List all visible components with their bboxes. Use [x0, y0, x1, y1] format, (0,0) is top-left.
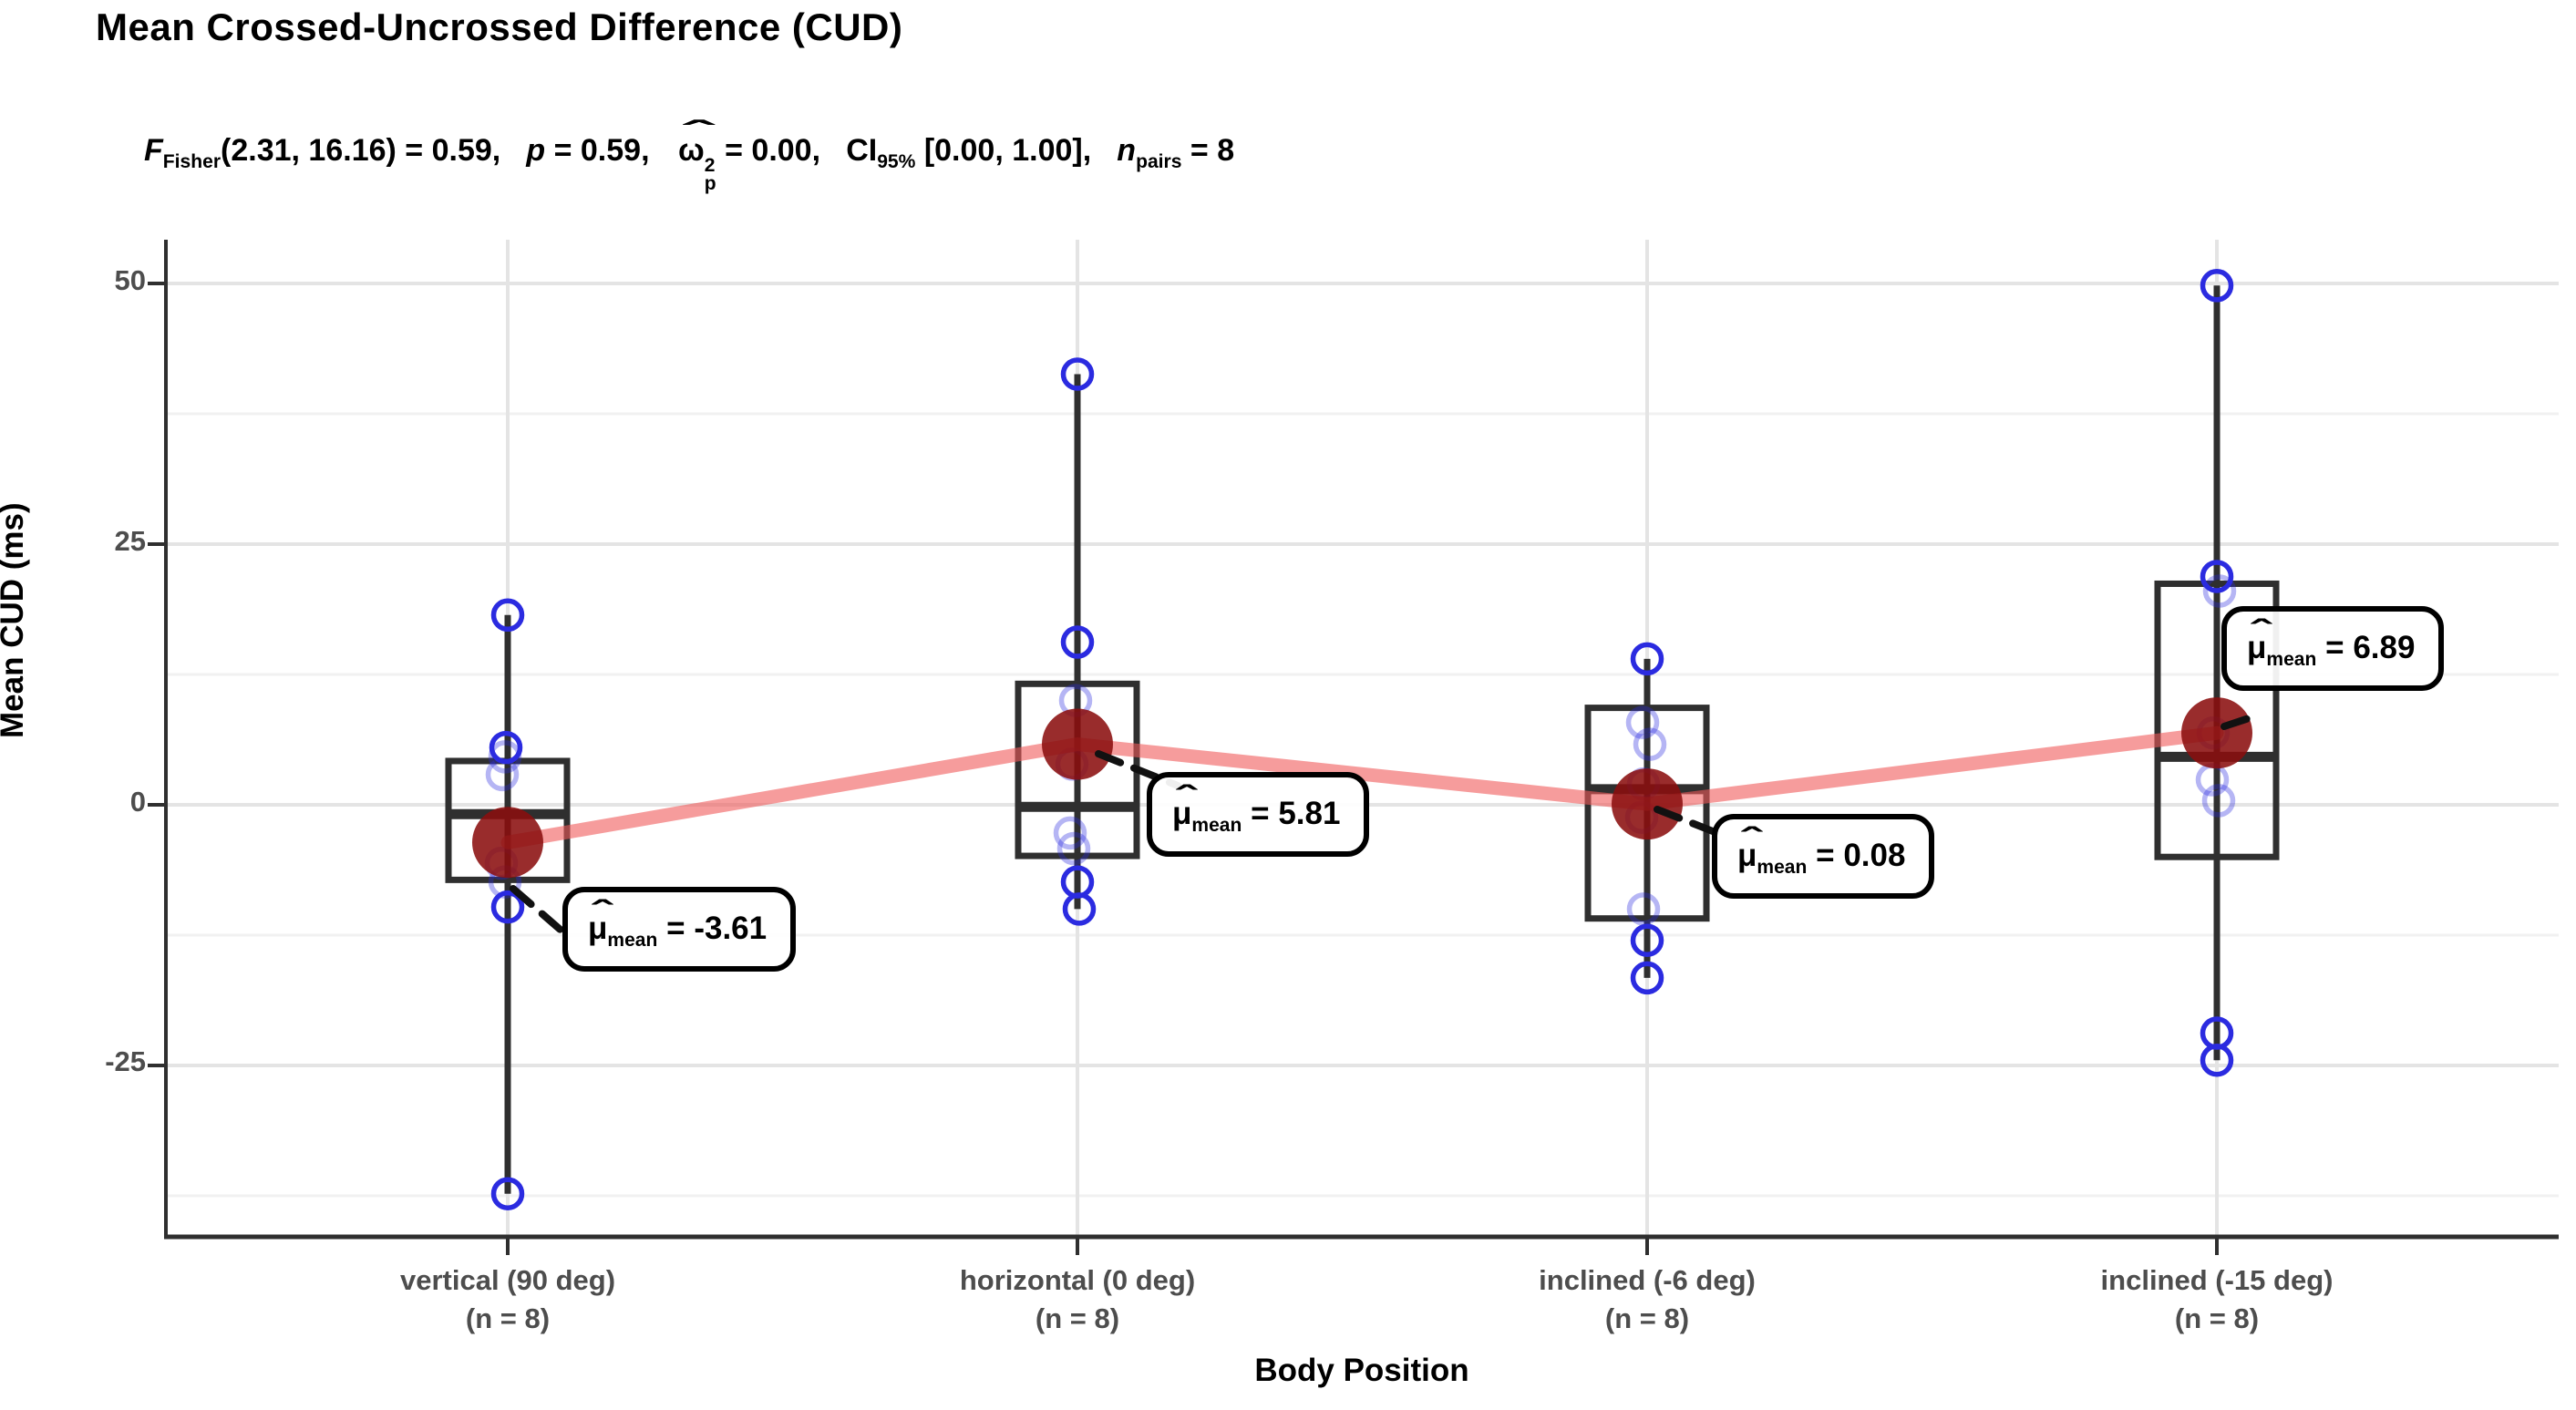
label-leader-line [1095, 750, 1181, 789]
data-point [1060, 357, 1095, 391]
y-tick-label-50: 50 [114, 264, 146, 296]
data-point [2200, 269, 2234, 303]
data-point [1630, 961, 1664, 995]
mean-value: 6.89 [2353, 630, 2416, 665]
data-point [1633, 727, 1667, 761]
mean-dot [472, 807, 543, 879]
y-tick-label-25: 25 [114, 525, 146, 557]
mean-trend-line [500, 726, 2224, 849]
mean-dot [2181, 697, 2252, 769]
data-point [490, 598, 525, 633]
x-tick-label-inclined-15: inclined (-15 deg) (n = 8) [2100, 1264, 2334, 1334]
x-tick-label-inclined-6: inclined (-6 deg) (n = 8) [1539, 1264, 1756, 1334]
x-tick-label-vertical: vertical (90 deg) (n = 8) [399, 1264, 616, 1334]
y-tick-label-0: 0 [129, 786, 146, 818]
label-leader-line [2221, 714, 2255, 730]
confidence-interval: CI95% [0.00, 1.00], [846, 133, 1092, 172]
data-point [490, 1177, 525, 1210]
mean-dot [1612, 768, 1683, 840]
data-point [1625, 705, 1660, 739]
label-leader-line [510, 885, 566, 935]
data-point [1053, 816, 1087, 850]
mean-label-group-1: ˆ μmean = -3.61 [562, 887, 797, 972]
data-point [490, 890, 525, 924]
data-point [1630, 642, 1664, 676]
n-pairs: npairs = 8 [1117, 133, 1235, 172]
data-point [488, 740, 522, 774]
label-leader-line [1654, 806, 1721, 837]
data-point [2201, 784, 2236, 818]
data-point [485, 757, 520, 792]
x-axis-title: Body Position [1254, 1353, 1469, 1388]
data-point [1626, 892, 1661, 926]
box [1584, 705, 1710, 922]
f-statistic: FFisher(2.31, 16.16) = 0.59, [144, 133, 501, 172]
mean-label-group-3: ˆ μmean = 0.08 [1712, 814, 1935, 899]
mean-label-group-2: ˆ μmean = 5.81 [1147, 772, 1370, 857]
data-point [1630, 923, 1664, 957]
stats-subtitle: FFisher(2.31, 16.16) = 0.59, p = 0.59, ˆ… [144, 116, 1235, 194]
p-value: p = 0.59, [526, 133, 650, 168]
mean-value: -3.61 [694, 911, 768, 946]
y-tick-label-neg25: -25 [105, 1045, 146, 1077]
mean-label-group-4: ˆ μmean = 6.89 [2221, 606, 2445, 691]
data-point [1060, 625, 1095, 659]
data-point [1062, 892, 1097, 926]
data-point [2200, 1044, 2234, 1077]
box [2154, 580, 2280, 860]
mean-value: 0.08 [1843, 838, 1906, 873]
mean-dot [1042, 708, 1113, 780]
mean-value: 5.81 [1278, 796, 1341, 831]
data-point [489, 730, 523, 765]
x-tick-label-horizontal: horizontal (0 deg) (n = 8) [959, 1264, 1196, 1334]
chart-title: Mean Crossed-Uncrossed Difference (CUD) [96, 5, 903, 48]
data-point [2202, 574, 2237, 608]
hat-glyph: ˆ [683, 116, 713, 151]
data-point [1056, 831, 1091, 866]
data-point [2200, 560, 2234, 593]
